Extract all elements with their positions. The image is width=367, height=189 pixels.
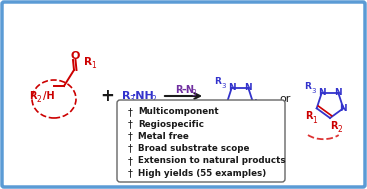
Text: O: O [70, 51, 80, 61]
Text: 2: 2 [151, 95, 156, 105]
Text: †: † [128, 156, 133, 166]
Text: 3: 3 [129, 95, 134, 105]
Text: 3: 3 [191, 90, 196, 98]
Text: N: N [334, 88, 342, 97]
Text: †: † [128, 131, 133, 141]
Text: 3: 3 [222, 83, 226, 89]
Text: 2: 2 [37, 95, 41, 105]
Text: †: † [128, 107, 133, 117]
Text: R: R [122, 91, 131, 101]
Text: †: † [128, 119, 133, 129]
Text: Metal free: Metal free [138, 132, 189, 141]
Text: /H: /H [43, 91, 55, 101]
Text: N: N [339, 104, 347, 113]
Text: R: R [221, 107, 228, 117]
Text: or: or [279, 94, 291, 104]
Text: Broad substrate scope: Broad substrate scope [138, 144, 249, 153]
Text: –N: –N [182, 85, 195, 95]
Text: 1: 1 [228, 112, 233, 121]
Text: 2: 2 [338, 125, 342, 135]
Text: R: R [304, 82, 311, 91]
Text: R: R [214, 77, 221, 86]
Text: †: † [128, 144, 133, 154]
Text: Multicomponent: Multicomponent [138, 108, 219, 116]
Text: N: N [250, 99, 257, 108]
Text: 1: 1 [312, 116, 317, 125]
Text: +: + [100, 87, 114, 105]
Text: N: N [228, 83, 236, 92]
Text: 1: 1 [91, 61, 96, 70]
FancyBboxPatch shape [117, 100, 285, 182]
Text: N: N [244, 83, 252, 92]
Text: R: R [175, 85, 182, 95]
Text: †: † [128, 168, 133, 178]
Text: R: R [305, 111, 312, 121]
Text: R: R [29, 91, 37, 101]
Text: Extension to natural products: Extension to natural products [138, 156, 286, 165]
Text: R: R [84, 57, 92, 67]
Text: N: N [318, 88, 326, 97]
Text: R: R [330, 121, 338, 131]
Text: ·NH: ·NH [132, 91, 155, 101]
Text: 3: 3 [312, 88, 316, 94]
Text: High yields (55 examples): High yields (55 examples) [138, 169, 266, 177]
Text: Regiospecific: Regiospecific [138, 120, 204, 129]
